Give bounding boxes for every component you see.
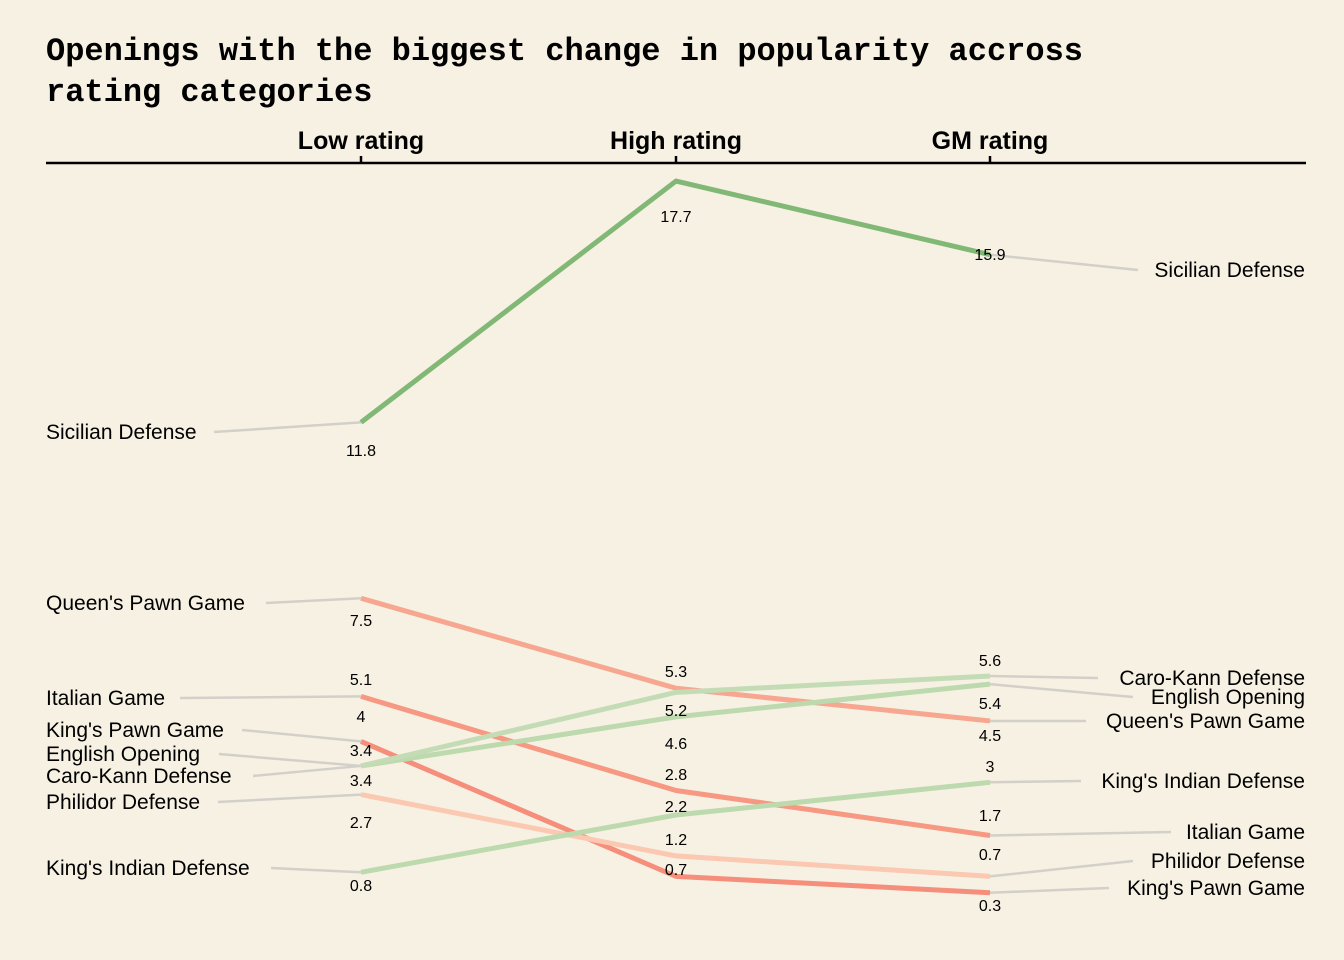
value-label-caro-kann-defense-high-rating: 5.2 [665, 703, 687, 720]
series-label-right-philidor-defense: Philidor Defense [1151, 850, 1305, 873]
column-header-gm-rating: GM rating [932, 127, 1049, 155]
series-label-left-queen-s-pawn-game: Queen's Pawn Game [46, 592, 245, 615]
value-label-sicilian-defense-high-rating: 17.7 [660, 209, 691, 226]
value-label-italian-game-gm-rating: 1.7 [979, 808, 1001, 825]
connector-right-sicilian-defense [989, 253, 1139, 272]
connector-right-king-s-indian-defense [989, 779, 1082, 784]
column-header-low-rating: Low rating [298, 127, 424, 155]
series-label-left-english-opening: English Opening [46, 743, 200, 766]
value-label-sicilian-defense-gm-rating: 15.9 [974, 247, 1005, 264]
value-label-queen-s-pawn-game-gm-rating: 4.5 [979, 728, 1001, 745]
series-line-king-s-pawn-game [360, 739, 991, 896]
value-label-king-s-indian-defense-gm-rating: 3 [986, 759, 995, 776]
value-label-english-opening-high-rating: 4.6 [665, 736, 687, 753]
value-label-italian-game-low-rating: 5.1 [350, 672, 372, 689]
column-header-high-rating: High rating [610, 127, 742, 155]
series-line-sicilian-defense [359, 178, 991, 425]
value-label-english-opening-gm-rating: 5.4 [979, 696, 1001, 713]
series-lines [359, 178, 991, 896]
value-label-king-s-indian-defense-low-rating: 0.8 [350, 878, 372, 895]
connector-right-caro-kann-defense [989, 674, 1099, 680]
value-label-english-opening-low-rating: 3.4 [350, 743, 372, 760]
connector-right-philidor-defense [989, 859, 1134, 878]
value-label-philidor-defense-gm-rating: 0.7 [979, 847, 1001, 864]
connector-left-king-s-pawn-game [241, 728, 362, 743]
connector-left-queen-s-pawn-game [265, 597, 362, 605]
series-line-queen-s-pawn-game [360, 595, 991, 724]
value-label-philidor-defense-low-rating: 2.7 [350, 815, 372, 832]
series-label-right-english-opening: English Opening [1151, 686, 1305, 709]
series-label-left-king-s-indian-defense: King's Indian Defense [46, 857, 250, 880]
series-line-english-opening [360, 681, 991, 769]
value-label-king-s-pawn-game-gm-rating: 0.3 [979, 898, 1001, 915]
series-line-philidor-defense [360, 792, 991, 879]
value-label-italian-game-high-rating: 2.8 [665, 767, 687, 784]
value-label-caro-kann-defense-gm-rating: 5.6 [979, 653, 1001, 670]
series-label-left-king-s-pawn-game: King's Pawn Game [46, 719, 224, 742]
chart-title-line-2: rating categories [46, 74, 372, 111]
series-line-king-s-indian-defense [360, 779, 991, 875]
series-line-italian-game [360, 694, 991, 838]
value-label-philidor-defense-high-rating: 1.2 [665, 832, 687, 849]
connector-left-philidor-defense [217, 793, 362, 804]
series-label-left-philidor-defense: Philidor Defense [46, 791, 200, 814]
series-label-left-caro-kann-defense: Caro-Kann Defense [46, 765, 232, 788]
connector-left-king-s-indian-defense [270, 866, 362, 874]
series-label-right-caro-kann-defense: Caro-Kann Defense [1119, 667, 1305, 690]
connector-left-english-opening [218, 752, 362, 768]
series-label-left-italian-game: Italian Game [46, 687, 165, 710]
series-label-right-king-s-pawn-game: King's Pawn Game [1127, 877, 1305, 900]
connector-right-english-opening [989, 682, 1134, 699]
column-headers: Low rating High rating GM rating [298, 127, 1049, 163]
value-label-sicilian-defense-low-rating: 11.8 [346, 443, 376, 460]
value-label-queen-s-pawn-game-low-rating: 7.5 [350, 613, 372, 630]
value-label-queen-s-pawn-game-high-rating: 5.3 [665, 664, 687, 681]
chart-title-line-1: Openings with the biggest change in popu… [46, 33, 1083, 70]
value-label-king-s-indian-defense-high-rating: 2.2 [665, 799, 687, 816]
value-labels: 11.8 17.7 15.9 7.5 5.3 4.5 5.1 2.8 1.7 4 0.7 0.3 3.4… [346, 209, 1006, 915]
connector-right-italian-game [989, 830, 1172, 837]
value-label-caro-kann-defense-low-rating: 3.4 [350, 773, 372, 790]
value-label-king-s-pawn-game-high-rating: 0.7 [665, 862, 687, 879]
series-label-right-sicilian-defense: Sicilian Defense [1154, 259, 1305, 282]
connector-right-king-s-pawn-game [989, 886, 1110, 894]
label-connectors [179, 253, 1172, 894]
connector-left-caro-kann-defense [252, 764, 362, 778]
value-label-king-s-pawn-game-low-rating: 4 [357, 709, 366, 726]
series-label-right-king-s-indian-defense: King's Indian Defense [1101, 770, 1305, 793]
series-name-labels: Sicilian Defense Sicilian Defense Queen's … [46, 259, 1305, 900]
series-label-left-sicilian-defense: Sicilian Defense [46, 421, 197, 444]
connector-left-sicilian-defense [213, 421, 362, 434]
series-label-right-italian-game: Italian Game [1186, 821, 1305, 844]
series-line-caro-kann-defense [360, 673, 991, 769]
connector-left-italian-game [179, 695, 362, 700]
series-label-right-queen-s-pawn-game: Queen's Pawn Game [1106, 710, 1305, 733]
